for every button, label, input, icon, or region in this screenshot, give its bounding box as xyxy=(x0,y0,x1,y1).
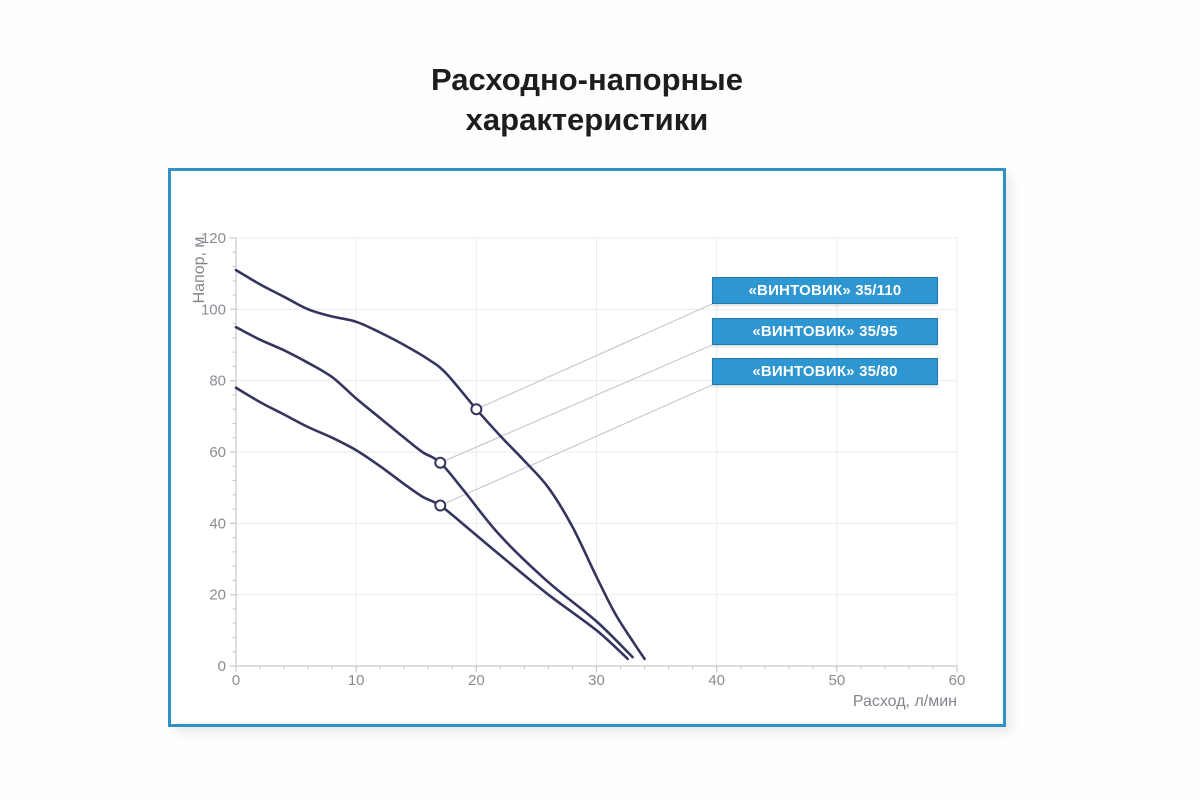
curve-vintovik-35-110 xyxy=(234,268,646,661)
marker-vintovik-35-95 xyxy=(434,456,447,469)
curve-vintovik-35-95 xyxy=(234,325,634,659)
x-tick-label: 60 xyxy=(949,672,966,689)
axes xyxy=(230,237,958,672)
series-callout-label: «ВИНТОВИК» 35/95 xyxy=(752,323,898,340)
y-tick-label: 60 xyxy=(209,444,226,461)
series-callout-vintovik-35-110: «ВИНТОВИК» 35/110 xyxy=(712,277,938,304)
marker-vintovik-35-110 xyxy=(470,403,483,416)
tick-labels: 0 10 20 30 40 50 60 0 20 40 60 80 100 120 xyxy=(201,230,965,689)
flow-head-chart: 0 10 20 30 40 50 60 0 20 40 60 80 100 120 Расход, л/ми… xyxy=(191,230,965,710)
series-callout-label: «ВИНТОВИК» 35/80 xyxy=(752,363,898,380)
x-tick-label: 10 xyxy=(348,672,365,689)
y-tick-label: 20 xyxy=(209,587,226,604)
series-callout-vintovik-35-80: «ВИНТОВИК» 35/80 xyxy=(712,358,938,385)
y-tick-label: 40 xyxy=(209,515,226,532)
curve-vintovik-35-80 xyxy=(234,386,629,661)
x-tick-label: 50 xyxy=(828,672,845,689)
x-tick-label: 20 xyxy=(468,672,485,689)
x-tick-label: 30 xyxy=(588,672,605,689)
series-callout-vintovik-35-95: «ВИНТОВИК» 35/95 xyxy=(712,318,938,345)
marker-vintovik-35-80 xyxy=(434,499,447,512)
y-axis-title: Напор, м xyxy=(191,237,208,304)
leader-line-2 xyxy=(440,384,713,507)
leader-lines xyxy=(440,303,713,507)
y-tick-label: 0 xyxy=(218,658,226,675)
x-axis-title: Расход, л/мин xyxy=(853,693,957,710)
chart-panel: 0 10 20 30 40 50 60 0 20 40 60 80 100 120 Расход, л/ми… xyxy=(168,168,1006,727)
y-tick-label: 120 xyxy=(201,230,226,247)
x-tick-label: 0 xyxy=(232,672,240,689)
leader-line-0 xyxy=(476,303,713,410)
y-tick-label: 100 xyxy=(201,301,226,318)
x-tick-label: 40 xyxy=(708,672,725,689)
series-callout-label: «ВИНТОВИК» 35/110 xyxy=(748,282,902,299)
chart-title: Расходно-напорные характеристики xyxy=(168,60,1006,140)
leader-line-1 xyxy=(440,344,713,464)
chart-title-line1: Расходно-напорные xyxy=(431,62,743,97)
chart-title-line2: характеристики xyxy=(465,102,709,137)
y-tick-label: 80 xyxy=(209,373,226,390)
